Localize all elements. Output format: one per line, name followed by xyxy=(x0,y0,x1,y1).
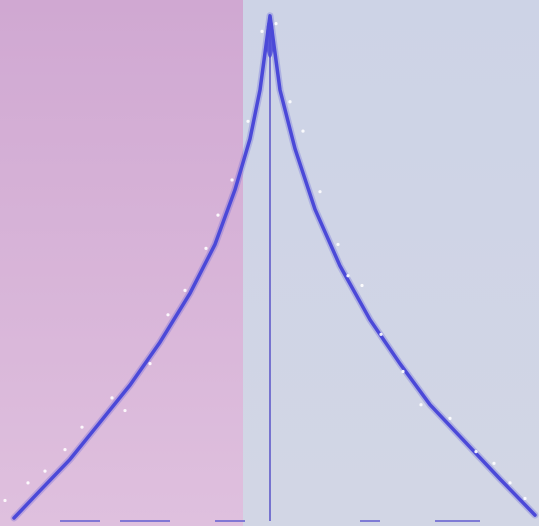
peak-cusp xyxy=(266,17,274,58)
data-point xyxy=(43,469,47,473)
data-point xyxy=(80,425,84,429)
data-point xyxy=(401,369,405,374)
data-point xyxy=(260,29,264,34)
data-point xyxy=(419,403,423,407)
data-point xyxy=(448,416,452,420)
data-point xyxy=(301,129,305,133)
data-point xyxy=(216,213,220,217)
data-point xyxy=(274,21,278,26)
region-band xyxy=(0,0,243,526)
points-group xyxy=(3,21,527,503)
data-point xyxy=(246,119,250,123)
data-point xyxy=(166,313,170,317)
region-band xyxy=(243,0,539,526)
data-point xyxy=(288,100,292,104)
data-point xyxy=(26,481,30,485)
data-point xyxy=(523,496,527,501)
data-point xyxy=(474,449,478,454)
series-line xyxy=(12,14,537,520)
data-point xyxy=(318,190,322,194)
data-point xyxy=(336,242,340,247)
data-point xyxy=(346,274,350,278)
data-point xyxy=(492,461,496,465)
data-point xyxy=(508,481,512,485)
data-point xyxy=(110,396,114,400)
data-point xyxy=(123,408,127,413)
data-point xyxy=(204,246,208,250)
series-group xyxy=(10,12,539,522)
data-point xyxy=(148,362,152,366)
data-point xyxy=(230,178,234,182)
data-point xyxy=(360,283,364,288)
data-point xyxy=(183,288,187,292)
data-point xyxy=(3,498,7,503)
data-point xyxy=(379,332,383,336)
data-point xyxy=(63,448,67,452)
